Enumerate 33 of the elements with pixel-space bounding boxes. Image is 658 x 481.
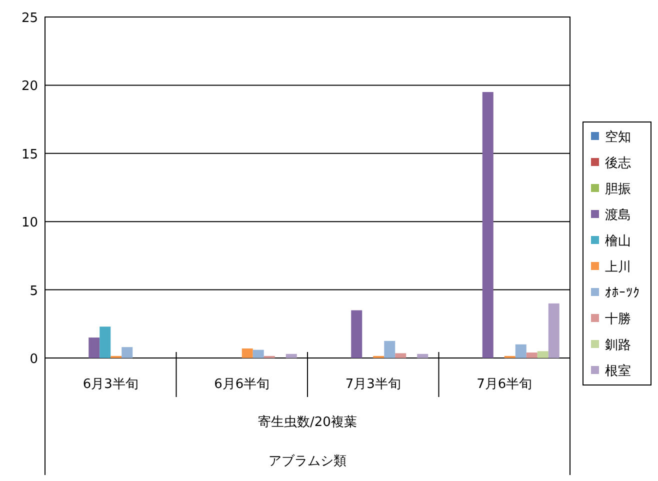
legend-label: 檜山: [605, 234, 631, 249]
x-tick-label: 7月6半旬: [476, 377, 532, 392]
bar: [252, 350, 264, 358]
y-tick-label: 15: [21, 147, 38, 162]
bar: [395, 353, 406, 358]
legend-label: 渡島: [605, 208, 631, 223]
legend-label: 十勝: [605, 312, 631, 327]
legend-label: 後志: [605, 156, 631, 171]
bar: [384, 340, 396, 358]
legend-label: 空知: [605, 130, 631, 145]
y-tick-label: 0: [30, 352, 38, 367]
bar: [286, 354, 297, 358]
bar: [482, 92, 494, 358]
text: アブラムシ類: [268, 454, 346, 469]
legend-label: 上川: [605, 260, 631, 275]
x-tick-label: 7月3半旬: [345, 377, 401, 392]
y-tick-label: 20: [21, 79, 38, 94]
bar: [351, 310, 362, 358]
y-tick-label: 25: [21, 11, 38, 26]
legend-label: 根室: [605, 363, 631, 379]
x-tick-label: 6月3半旬: [82, 377, 138, 392]
legend-label: ｵﾎｰﾂｸ: [605, 286, 640, 301]
y-tick-label: 10: [21, 216, 38, 231]
bar: [242, 348, 253, 358]
bar: [122, 347, 133, 358]
legend-label: 釧路: [605, 338, 631, 353]
y-tick-label: 5: [30, 284, 38, 299]
x-tick-label: 6月6半旬: [214, 377, 270, 392]
x-axis-title: 寄生虫数/20複葉: [258, 414, 357, 430]
bar: [548, 303, 560, 358]
bar: [417, 354, 428, 358]
bar: [515, 344, 526, 358]
legend-label: 胆振: [605, 182, 631, 197]
